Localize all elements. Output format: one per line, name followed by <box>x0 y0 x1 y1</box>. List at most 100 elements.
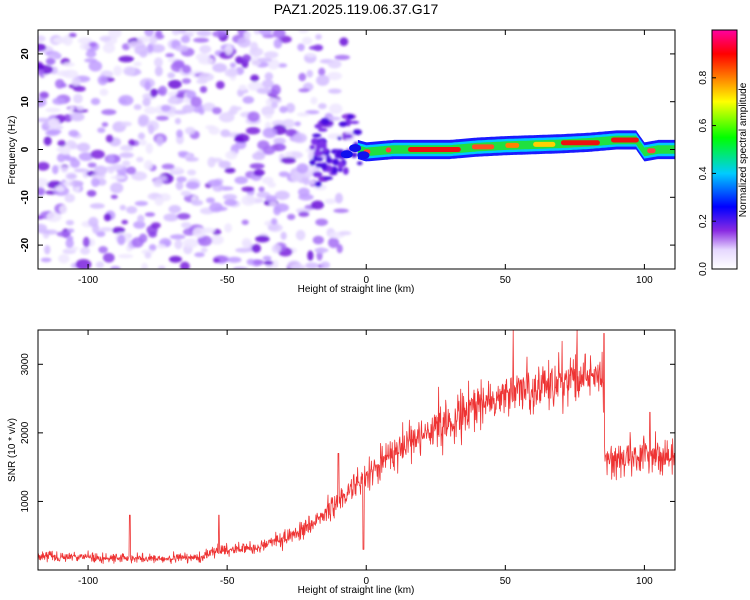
noise-blob <box>215 80 225 90</box>
bottom-y-axis-label: SNR (10 * v/v) <box>7 418 18 482</box>
noise-blob <box>123 66 137 76</box>
noise-blob <box>186 90 197 100</box>
noise-blob <box>134 45 149 56</box>
noise-blob <box>282 118 295 129</box>
noise-blob <box>174 117 182 125</box>
noise-blob <box>48 117 60 128</box>
noise-blob <box>197 235 213 247</box>
figure-title: PAZ1.2025.119.06.37.G17 <box>274 1 439 17</box>
noise-blob <box>193 37 210 43</box>
noise-blob <box>180 190 192 197</box>
noise-blob <box>38 215 44 220</box>
noise-blob <box>310 96 318 105</box>
noise-blob <box>271 218 278 225</box>
noise-blob <box>338 167 343 173</box>
noise-blob <box>48 53 61 58</box>
noise-blob <box>295 229 306 241</box>
noise-blob <box>110 175 127 180</box>
noise-blob <box>311 200 325 210</box>
top-y-tick-label: 10 <box>20 96 31 108</box>
top-y-tick-label: -10 <box>20 190 31 205</box>
noise-blob <box>190 96 202 108</box>
noise-blob <box>253 169 265 177</box>
noise-blob <box>280 157 296 164</box>
noise-blob <box>55 185 65 192</box>
noise-blob <box>262 255 272 261</box>
noise-blob <box>333 208 349 213</box>
noise-blob <box>312 133 322 138</box>
noise-blob <box>148 244 157 251</box>
noise-blob <box>176 176 187 183</box>
ridge-core <box>505 142 520 148</box>
noise-blob <box>327 59 342 69</box>
noise-blob <box>88 41 98 48</box>
noise-blob <box>75 259 92 269</box>
noise-blob <box>186 169 197 176</box>
noise-blob <box>274 190 290 201</box>
noise-blob <box>273 38 283 49</box>
noise-blob <box>253 30 261 35</box>
ridge-start-blob <box>349 144 362 153</box>
noise-blob <box>313 154 318 162</box>
noise-blob <box>199 45 212 54</box>
noise-blob <box>208 126 220 135</box>
noise-blob <box>227 67 238 76</box>
noise-blob <box>327 156 332 164</box>
noise-blob <box>323 146 328 154</box>
noise-blob <box>235 247 252 253</box>
noise-blob <box>144 212 156 217</box>
noise-blob <box>101 109 117 116</box>
noise-blob <box>199 86 208 93</box>
noise-blob <box>250 56 261 67</box>
noise-blob <box>85 50 97 58</box>
noise-blob <box>198 72 214 82</box>
noise-blob <box>328 88 342 94</box>
noise-blob <box>119 98 127 104</box>
noise-blob <box>205 197 215 204</box>
noise-blob <box>330 166 338 174</box>
noise-blob <box>144 106 157 115</box>
noise-blob <box>318 139 326 148</box>
top-x-tick-label: 50 <box>500 275 512 286</box>
noise-blob <box>337 162 344 169</box>
noise-blob <box>271 259 279 269</box>
noise-blob <box>136 156 144 163</box>
noise-blob <box>305 262 319 269</box>
noise-blob <box>167 97 178 105</box>
ridge-core <box>560 140 600 146</box>
noise-blob <box>210 235 224 245</box>
noise-blob <box>175 44 189 52</box>
noise-blob <box>155 115 169 121</box>
noise-blob <box>99 88 109 96</box>
noise-blob <box>134 200 149 206</box>
bottom-y-tick-label: 2000 <box>20 421 31 444</box>
noise-blob <box>156 244 167 249</box>
noise-blob <box>241 186 255 192</box>
noise-blob <box>183 30 198 34</box>
noise-blob <box>168 205 182 214</box>
noise-blob <box>93 165 108 176</box>
noise-blob <box>212 63 228 73</box>
noise-blob <box>318 128 328 132</box>
noise-blob <box>224 167 236 174</box>
colorbar-tick-label: 0.0 <box>698 262 709 276</box>
noise-blob <box>263 51 279 59</box>
noise-blob <box>294 121 301 127</box>
noise-blob <box>102 252 115 263</box>
noise-blob <box>253 259 264 266</box>
noise-blob <box>257 140 270 150</box>
noise-blob <box>99 227 113 232</box>
noise-blob <box>60 165 68 173</box>
noise-blob <box>142 97 151 107</box>
noise-blob <box>52 97 66 105</box>
noise-blob <box>271 101 278 109</box>
noise-blob <box>168 79 182 89</box>
noise-blob <box>103 213 112 222</box>
noise-blob <box>137 36 151 44</box>
ridge-core <box>385 147 392 153</box>
noise-blob <box>320 261 331 269</box>
noise-blob <box>307 250 314 261</box>
noise-blob <box>84 58 98 63</box>
noise-blob <box>328 237 340 249</box>
